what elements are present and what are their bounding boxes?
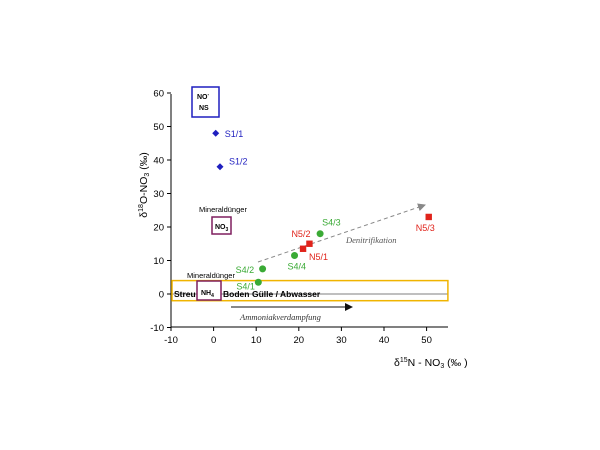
no3-box-caption: Mineraldünger: [199, 205, 247, 214]
point-label-n5-1: N5/1: [309, 252, 328, 262]
point-s1-1: [212, 129, 220, 137]
point-label-s1-2: S1/2: [229, 157, 248, 167]
point-label-s4-2: S4/2: [236, 265, 255, 275]
source-band: [171, 279, 449, 302]
x-tick-label: 50: [421, 335, 432, 346]
no3-mineral-box: [211, 216, 232, 235]
y-tick-label: 10: [153, 256, 164, 267]
denitrification-label: Denitrifikation: [345, 235, 397, 245]
point-n5-3: [425, 213, 432, 221]
y-tick-label: 40: [153, 156, 164, 167]
point-s4-1: [254, 278, 262, 286]
x-tick-label: -10: [164, 335, 178, 346]
x-axis-label: δ15N - NO3 (‰ ): [394, 357, 468, 370]
point-label-n5-2: N5/2: [291, 229, 310, 239]
point-s4-4: [291, 251, 299, 259]
nh4-box-caption: Mineraldünger: [187, 271, 235, 280]
band-label-streu: Streu: [174, 289, 196, 299]
denitrification-arrow: [257, 203, 426, 263]
no3-ns-box: [191, 86, 220, 118]
nh4-mineral-box-label: NH4: [201, 290, 214, 299]
point-s1-2: [216, 163, 224, 171]
x-tick-label: 40: [379, 335, 390, 346]
point-n5-1: [299, 245, 307, 252]
y-axis-label: δ18O-NO3 (‰): [138, 152, 151, 217]
nh4-mineral-box: [196, 280, 222, 301]
y-tick-label: 0: [159, 290, 164, 301]
x-tick-label: 30: [336, 335, 347, 346]
x-tick-label: 10: [251, 335, 262, 346]
point-s4-2: [259, 265, 267, 273]
point-label-n5-3: N5/3: [416, 223, 435, 233]
y-tick-label: 60: [153, 89, 164, 100]
point-label-s4-4: S4/4: [288, 261, 307, 271]
no3-mineral-box-label: NO3: [215, 224, 229, 233]
x-tick-label: 0: [211, 335, 216, 346]
x-tick-label: 20: [294, 335, 305, 346]
ammonia-label: Ammoniakverdampfung: [239, 312, 321, 322]
point-label-s1-1: S1/1: [225, 129, 244, 139]
band-label-guelle: Gülle / Abwasser: [252, 289, 321, 299]
y-tick-label: 50: [153, 122, 164, 133]
point-n5-2: [306, 240, 313, 247]
point-s4-3: [316, 230, 324, 238]
y-tick-label: 20: [153, 223, 164, 234]
y-tick-label: -10: [150, 323, 164, 334]
point-label-s4-1: S4/1: [236, 281, 255, 291]
band-label-boden: Boden: [223, 289, 249, 299]
no3-ns-box-label-1: NO-: [197, 92, 210, 101]
point-label-s4-3: S4/3: [322, 218, 341, 228]
y-tick-label: 30: [153, 189, 164, 200]
no3-ns-box-label-2: NS: [199, 105, 209, 112]
